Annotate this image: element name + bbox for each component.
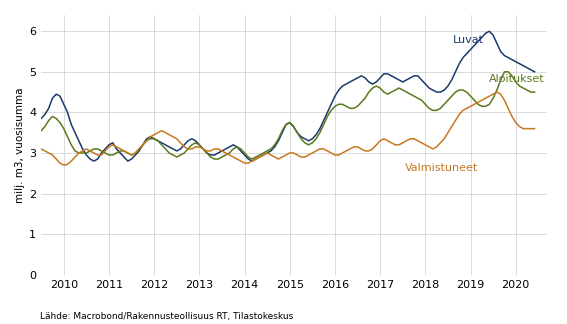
Text: Aloitukset: Aloitukset <box>489 74 544 84</box>
Text: Luvat: Luvat <box>452 35 484 45</box>
Text: Valmistuneet: Valmistuneet <box>405 163 478 173</box>
Text: Lähde: Macrobond/Rakennusteollisuus RT, Tilastokeskus: Lähde: Macrobond/Rakennusteollisuus RT, … <box>40 312 293 321</box>
Y-axis label: milj. m3, vuosisumma: milj. m3, vuosisumma <box>15 87 25 202</box>
